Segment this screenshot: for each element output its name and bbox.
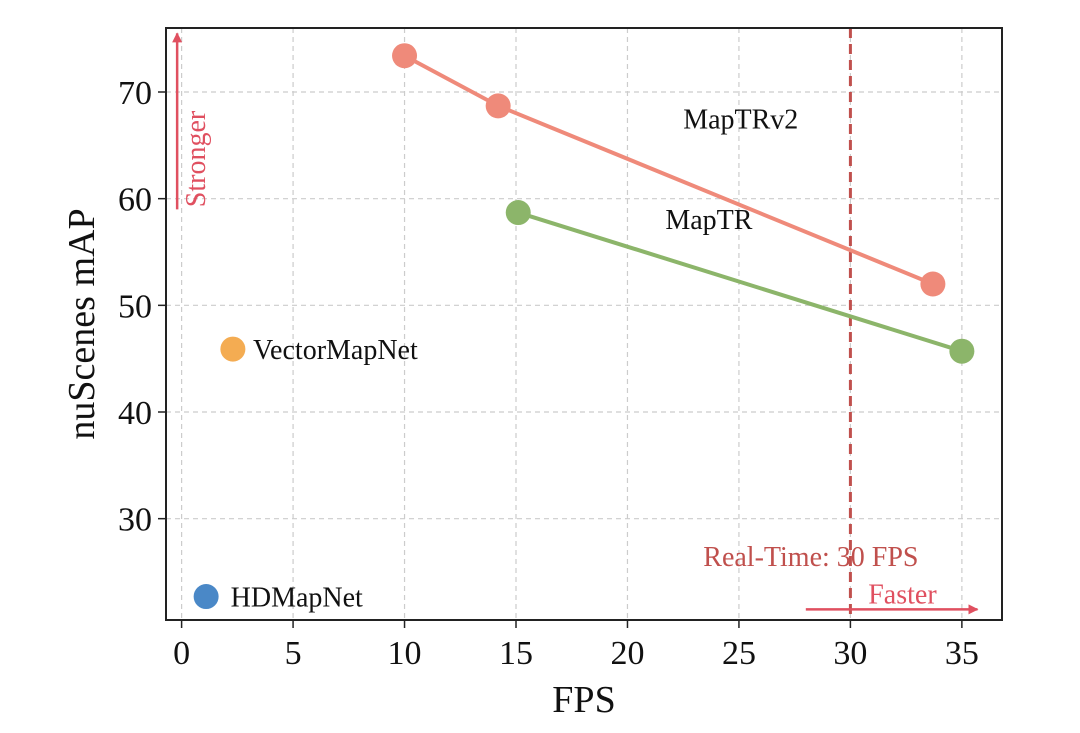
- plot-frame: [165, 27, 1003, 621]
- x-tick-label: 0: [173, 635, 190, 672]
- x-tick-label: 35: [945, 635, 979, 672]
- data-points: [193, 43, 975, 610]
- x-tick-label: 25: [722, 635, 756, 672]
- x-tick-label: 15: [499, 635, 533, 672]
- x-tick-label: 20: [610, 635, 644, 672]
- y-tick-label: 40: [118, 395, 152, 432]
- maptrv2-point: [392, 43, 418, 69]
- vectormapnet-point: [220, 336, 246, 362]
- maptr-point: [949, 338, 975, 364]
- x-tick-label: 30: [833, 635, 867, 672]
- point-labels: MapTRv2 MapTR VectorMapNet HDMapNet: [231, 105, 799, 614]
- grid: [166, 28, 1002, 620]
- x-tick-label: 10: [388, 635, 422, 672]
- hdmapnet-point: [193, 584, 219, 610]
- vectormapnet-label: VectorMapNet: [253, 335, 418, 366]
- x-tick-label: 5: [285, 635, 302, 672]
- maptr-label: MapTR: [665, 205, 752, 236]
- maptrv2-point: [485, 93, 511, 119]
- maptr-point: [505, 200, 531, 226]
- y-tick-label: 70: [118, 75, 152, 112]
- faster-label: Faster: [868, 579, 937, 610]
- reference-layer: Real-Time: 30 FPS Stronger Faster: [172, 28, 979, 620]
- y-tick-label: 60: [118, 182, 152, 219]
- maptr-line: [517, 210, 963, 354]
- realtime-label: Real-Time: 30 FPS: [703, 542, 918, 573]
- maptrv2-point: [920, 271, 946, 297]
- y-tick-label: 30: [118, 502, 152, 539]
- y-tick-label: 50: [118, 288, 152, 325]
- axis-ticks: 0 5 10 15 20 25 30 35 30 40 50 60 70: [118, 75, 979, 672]
- y-axis-title: nuScenes mAP: [61, 208, 103, 439]
- maptrv2-label: MapTRv2: [683, 105, 798, 136]
- stronger-label: Stronger: [181, 110, 212, 207]
- x-axis-title: FPS: [552, 679, 615, 721]
- hdmapnet-label: HDMapNet: [231, 583, 363, 614]
